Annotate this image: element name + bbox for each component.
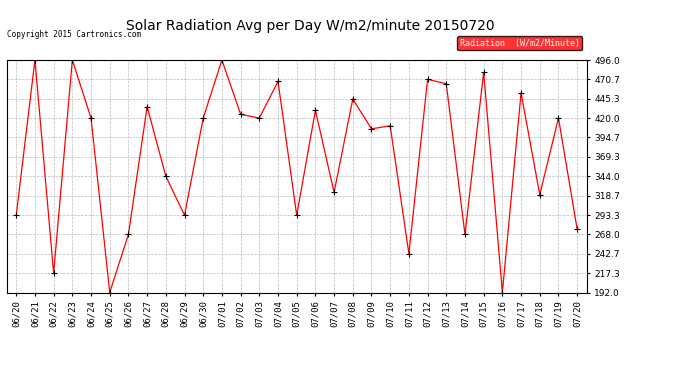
Legend: Radiation  (W/m2/Minute): Radiation (W/m2/Minute) xyxy=(457,36,582,50)
Text: Solar Radiation Avg per Day W/m2/minute 20150720: Solar Radiation Avg per Day W/m2/minute … xyxy=(126,19,495,33)
Text: Copyright 2015 Cartronics.com: Copyright 2015 Cartronics.com xyxy=(7,30,141,39)
